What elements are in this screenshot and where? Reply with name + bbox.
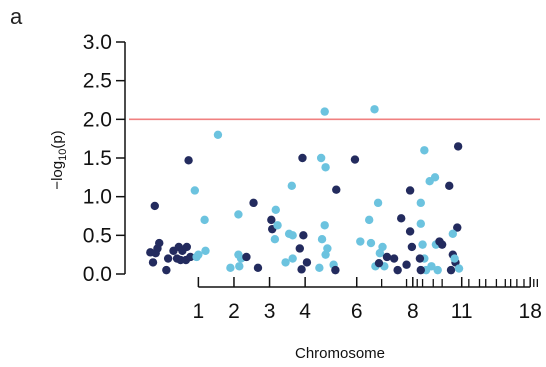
- x-tick-label: 2: [228, 300, 240, 323]
- y-axis: 0.0 0.5 1.0 1.5 2.0 2.5 3.0: [83, 31, 126, 286]
- data-point: [366, 238, 376, 248]
- data-point: [453, 142, 463, 151]
- data-point: [364, 215, 374, 225]
- data-point: [427, 262, 436, 271]
- data-point: [288, 254, 297, 263]
- x-tick-label: 11: [451, 300, 473, 323]
- data-point: [201, 246, 210, 255]
- data-point: [194, 250, 203, 259]
- data-point: [448, 229, 458, 238]
- x-axis: 1 2 3 4 6 8 11 18: [193, 277, 542, 323]
- data-point: [267, 215, 276, 225]
- data-point: [405, 186, 415, 195]
- data-point: [397, 214, 406, 223]
- data-point: [446, 265, 456, 275]
- data-point: [316, 153, 326, 163]
- y-tick-label: 1.0: [83, 186, 112, 209]
- data-point: [200, 215, 209, 225]
- data-point: [407, 242, 417, 252]
- data-point: [378, 242, 387, 252]
- data-point: [445, 181, 454, 191]
- data-point: [148, 258, 158, 267]
- data-point: [190, 186, 200, 195]
- data-point: [389, 254, 399, 263]
- data-point: [331, 265, 340, 275]
- data-point: [416, 219, 425, 228]
- data-point: [155, 238, 164, 248]
- y-tick-label: 1.5: [83, 147, 112, 170]
- x-tick-label: 18: [519, 300, 542, 323]
- data-point: [393, 265, 402, 275]
- data-point: [271, 205, 280, 215]
- data-point: [182, 242, 192, 252]
- data-point: [418, 240, 427, 249]
- data-point: [454, 264, 464, 273]
- data-point: [287, 181, 296, 191]
- data-point: [298, 153, 307, 163]
- data-point: [273, 221, 282, 230]
- data-point: [150, 201, 159, 211]
- data-point: [281, 258, 290, 267]
- data-point: [332, 185, 341, 194]
- y-tick-label: 0.0: [83, 263, 112, 286]
- data-point: [416, 198, 425, 208]
- data-points: [146, 105, 464, 275]
- data-point: [186, 252, 195, 262]
- panel-label: a: [10, 4, 23, 29]
- x-tick-label: 3: [264, 300, 276, 323]
- data-point: [163, 254, 173, 263]
- y-axis-title-sub: 10: [57, 149, 69, 161]
- x-tick-label: 8: [407, 300, 419, 323]
- data-point: [184, 156, 193, 165]
- data-point: [415, 254, 425, 263]
- data-point: [288, 231, 297, 240]
- data-point: [226, 263, 235, 273]
- data-point: [373, 198, 383, 208]
- data-point: [320, 221, 329, 230]
- data-point: [270, 235, 280, 244]
- x-tick-label: 4: [299, 300, 311, 323]
- data-point: [416, 265, 425, 275]
- data-point: [420, 146, 429, 155]
- data-point: [356, 237, 365, 246]
- data-point: [433, 265, 442, 275]
- data-point: [450, 254, 459, 263]
- data-point: [350, 155, 360, 164]
- data-point: [453, 223, 462, 232]
- data-point: [242, 252, 251, 262]
- y-axis-title: −log10(p): [49, 130, 69, 189]
- x-tick-label: 1: [193, 300, 205, 323]
- y-tick-label: 2.5: [83, 70, 112, 93]
- data-point: [437, 240, 447, 249]
- y-tick-label: 3.0: [83, 31, 112, 54]
- y-tick-label: 0.5: [83, 224, 112, 247]
- data-point: [382, 252, 392, 262]
- x-tick-label: 6: [351, 300, 363, 323]
- data-point: [315, 263, 324, 273]
- data-point: [430, 173, 440, 182]
- data-point: [302, 258, 312, 267]
- data-point: [320, 107, 329, 116]
- data-point: [295, 244, 304, 253]
- data-point: [253, 263, 263, 273]
- data-point: [321, 163, 330, 172]
- y-axis-title-post: (p): [49, 130, 66, 148]
- y-tick-label: 2.0: [83, 108, 112, 131]
- x-axis-title: Chromosome: [295, 345, 385, 362]
- data-point: [235, 262, 244, 271]
- data-point: [323, 244, 332, 253]
- data-point: [297, 265, 306, 274]
- data-point: [402, 260, 411, 269]
- data-point: [405, 227, 415, 236]
- data-point: [234, 210, 243, 219]
- data-point: [162, 265, 171, 275]
- data-point: [370, 105, 379, 114]
- data-point: [299, 231, 308, 240]
- data-point: [317, 235, 327, 244]
- data-point: [249, 198, 258, 208]
- data-point: [213, 130, 223, 139]
- data-point: [374, 258, 384, 268]
- y-axis-title-pre: −log: [49, 161, 66, 190]
